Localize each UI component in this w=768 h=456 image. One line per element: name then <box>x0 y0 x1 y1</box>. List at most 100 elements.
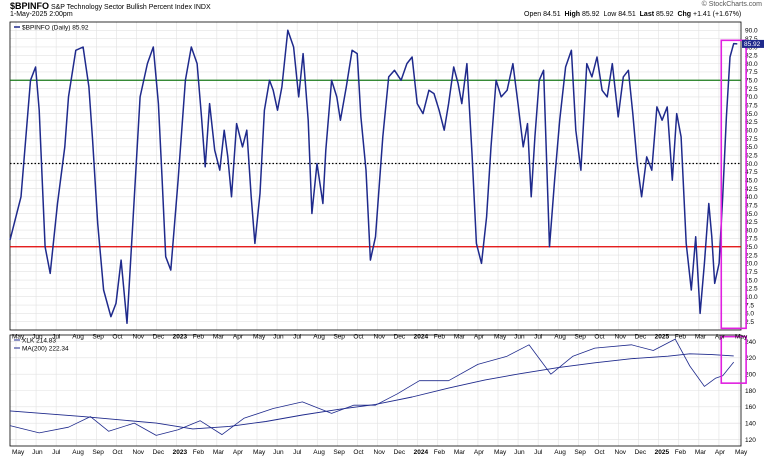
low-label: Low <box>603 11 617 18</box>
y-tick-label: 40.0 <box>745 194 758 201</box>
x-tick-label: Mar <box>213 449 225 456</box>
x-tick-label: Oct <box>112 449 122 456</box>
bpi-panel-frame <box>9 21 742 331</box>
watermark: © StockCharts.com <box>701 1 762 8</box>
y-tick-label: 65.0 <box>745 111 758 118</box>
x-tick-label: Aug <box>554 334 566 341</box>
x-tick-label: Sep <box>92 334 104 341</box>
x-tick-label: Jun <box>273 449 284 456</box>
low-value: 84.51 <box>618 11 636 18</box>
x-tick-label: May <box>494 449 507 456</box>
x-tick-label: Jun <box>32 449 43 456</box>
x-tick-label: Apr <box>474 449 485 456</box>
y-tick-label: 47.5 <box>745 169 758 176</box>
y-tick-label: 55.0 <box>745 144 758 151</box>
y-tick-label: 220 <box>745 355 756 362</box>
x-tick-label: Dec <box>153 449 165 456</box>
last-value-label: 85.92 <box>744 41 761 48</box>
x-tick-label: Jul <box>293 334 302 341</box>
y-tick-label: 12.5 <box>745 286 758 293</box>
x-tick-label: Oct <box>112 334 122 341</box>
y-tick-label: 82.5 <box>745 53 758 60</box>
x-tick-label: Feb <box>193 334 205 341</box>
last-value: 85.92 <box>656 11 674 18</box>
x-tick-label: Sep <box>574 334 586 341</box>
x-tick-label: Oct <box>353 334 363 341</box>
last-value-badge <box>742 39 764 48</box>
ma200-series-line <box>9 353 734 430</box>
x-tick-label: Oct <box>594 334 604 341</box>
y-tick-label: 35.0 <box>745 211 758 218</box>
x-tick-label: Oct <box>353 449 363 456</box>
legend-xlk: XLK 214.83 <box>22 338 56 345</box>
y-tick-label: 27.5 <box>745 236 758 243</box>
x-tick-label: 2023 <box>173 449 188 456</box>
y-tick-label: 72.5 <box>745 86 758 93</box>
y-tick-label: 80.0 <box>745 61 758 68</box>
x-tick-label: Nov <box>133 449 145 456</box>
y-tick-label: 62.5 <box>745 119 758 126</box>
chart-title: $BPINFO S&P Technology Sector Bullish Pe… <box>10 1 211 11</box>
y-tick-label: 120 <box>745 437 756 444</box>
x-tick-label: Feb <box>434 334 446 341</box>
y-tick-label: 75.0 <box>745 78 758 85</box>
chg-label: Chg <box>677 11 692 18</box>
x-tick-label: 2025 <box>655 334 670 341</box>
y-tick-label: 32.5 <box>745 219 758 226</box>
y-tick-label: 160 <box>745 404 756 411</box>
x-tick-label: Mar <box>454 334 466 341</box>
y-tick-label: 2.5 <box>745 319 754 326</box>
y-tick-label: 90.0 <box>745 28 758 35</box>
x-tick-label: May <box>253 334 266 341</box>
y-tick-label: 77.5 <box>745 69 758 76</box>
x-tick-label: May <box>494 334 507 341</box>
x-tick-label: Dec <box>635 449 647 456</box>
legend-bpi: $BPINFO (Daily) 85.92 <box>22 25 89 32</box>
legend-ma200: MA(200) 222.34 <box>22 346 69 353</box>
x-tick-label: Jul <box>534 334 543 341</box>
x-tick-label: 2024 <box>414 334 429 341</box>
y-tick-label: 5.0 <box>745 311 754 318</box>
high-value: 85.92 <box>582 11 600 18</box>
y-tick-label: 17.5 <box>745 269 758 276</box>
x-tick-label: Sep <box>333 449 345 456</box>
x-tick-label: Jul <box>52 449 61 456</box>
x-tick-label: Feb <box>434 449 446 456</box>
highlight-box <box>720 335 747 384</box>
x-tick-label: Nov <box>133 334 145 341</box>
y-tick-label: 67.5 <box>745 103 758 110</box>
x-tick-label: Aug <box>313 334 325 341</box>
x-tick-label: Nov <box>374 334 386 341</box>
y-tick-label: 70.0 <box>745 94 758 101</box>
x-tick-label: May <box>735 334 748 341</box>
last-label: Last <box>639 11 655 18</box>
x-tick-label: 2023 <box>173 334 188 341</box>
y-tick-label: 50.0 <box>745 161 758 168</box>
x-tick-label: Aug <box>72 334 84 341</box>
x-tick-label: 2025 <box>655 449 670 456</box>
x-tick-label: Dec <box>635 334 647 341</box>
y-tick-label: 30.0 <box>745 227 758 234</box>
open-label: Open <box>524 11 542 18</box>
x-tick-label: Feb <box>193 449 205 456</box>
y-tick-label: 7.5 <box>745 302 754 309</box>
x-tick-label: Jun <box>32 334 43 341</box>
x-tick-label: Nov <box>615 449 627 456</box>
y-tick-label: 20.0 <box>745 261 758 268</box>
x-tick-label: May <box>12 449 25 456</box>
x-tick-label: Oct <box>594 449 604 456</box>
x-tick-label: Mar <box>213 334 225 341</box>
x-tick-label: Dec <box>394 449 406 456</box>
x-tick-label: Apr <box>715 449 726 456</box>
x-tick-label: Apr <box>233 334 244 341</box>
y-tick-label: 200 <box>745 371 756 378</box>
x-tick-label: Feb <box>675 449 687 456</box>
y-tick-label: 37.5 <box>745 202 758 209</box>
x-tick-label: Mar <box>695 449 707 456</box>
x-tick-label: May <box>12 334 25 341</box>
x-tick-label: Feb <box>675 334 687 341</box>
xlk-series-line <box>9 338 735 436</box>
x-tick-label: Sep <box>333 334 345 341</box>
y-tick-label: 52.5 <box>745 152 758 159</box>
